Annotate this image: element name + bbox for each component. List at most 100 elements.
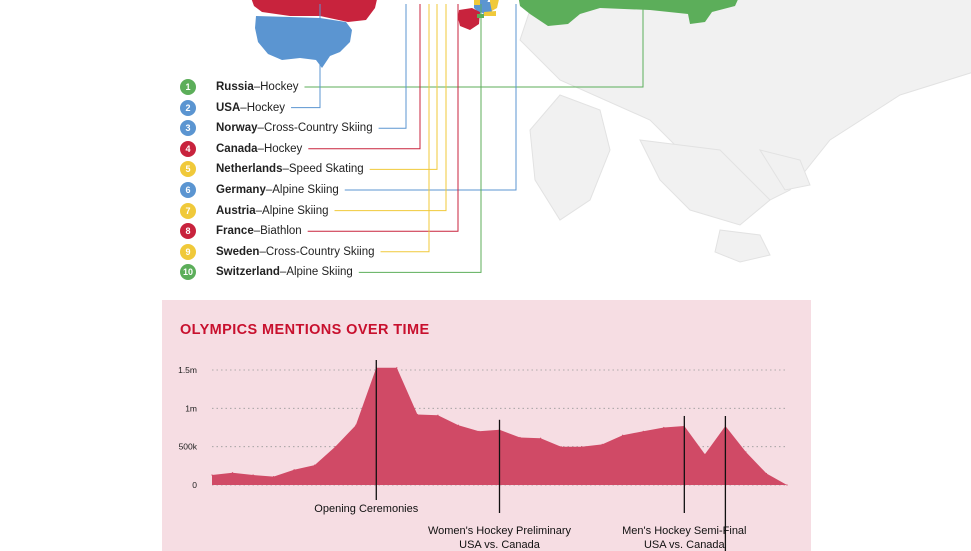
world-map: 1 Russia – Hockey 2 USA – Hockey 3 Norway – C… — [180, 0, 971, 281]
legend-country: France — [216, 225, 254, 238]
land-outline-1 — [639, 139, 771, 226]
data-point — [704, 453, 706, 455]
data-point — [478, 430, 480, 432]
legend-sport: Alpine Skiing — [286, 266, 353, 279]
data-point — [745, 451, 747, 453]
legend-separator: – — [282, 163, 289, 176]
legend-sport: Speed Skating — [288, 163, 364, 176]
usa-shape — [255, 16, 352, 68]
land-outline-2 — [758, 149, 811, 191]
annotation-label: USA vs. Canada — [644, 539, 726, 551]
legend-country: Austria — [216, 204, 256, 217]
legend-separator: – — [259, 245, 266, 258]
russia-shape — [518, 0, 738, 26]
data-point — [334, 446, 336, 448]
data-point — [293, 469, 295, 471]
legend-number-badge: 8 — [180, 223, 196, 240]
data-point — [355, 424, 357, 426]
legend-number-badge: 1 — [180, 79, 196, 95]
data-point — [622, 434, 624, 436]
legend-separator: – — [265, 184, 273, 196]
legend-number-badge: 6 — [180, 182, 196, 198]
france-shape — [458, 8, 480, 30]
legend-number-badge: 7 — [180, 202, 196, 219]
legend-connector — [344, 4, 517, 191]
legend-separator: – — [240, 101, 247, 114]
legend-connector — [291, 4, 321, 109]
annotation-label: Opening Ceremonies — [314, 503, 418, 515]
data-point — [273, 476, 275, 478]
legend-country: Netherlands — [216, 163, 283, 176]
y-tick-label: 500k — [179, 442, 198, 452]
legend-country: Germany — [216, 184, 266, 196]
legend-sport: Hockey — [263, 142, 303, 155]
area-chart: 0 500k 1m 1.5m Opening Ceremonies Women's Hoc… — [178, 360, 788, 551]
map-graphic — [251, 0, 971, 273]
mentions-area — [212, 367, 787, 485]
legend-number-badge: 3 — [180, 120, 196, 137]
legend-item: 5 Netherlands – Speed Skating — [180, 160, 364, 178]
legend-separator: – — [257, 122, 264, 135]
legend-item: 2 USA – Hockey — [180, 99, 285, 117]
data-point — [663, 426, 665, 429]
legend-country: Sweden — [216, 245, 260, 258]
sweden-shape — [490, 0, 499, 12]
legend-item: 1 Russia – Hockey — [180, 78, 298, 96]
legend-separator: – — [253, 81, 261, 93]
land-outline-0 — [519, 0, 971, 206]
legend-connector — [380, 4, 430, 253]
data-point — [765, 472, 768, 475]
data-point — [601, 443, 603, 445]
legend-connector — [358, 4, 482, 273]
legend-item: 4 Canada – Hockey — [180, 140, 302, 158]
legend-separator: – — [253, 225, 261, 238]
netherlands-shape — [474, 0, 480, 5]
y-tick-label: 0 — [192, 480, 197, 490]
legend-item: 9 Sweden – Cross-Country Skiing — [180, 243, 375, 261]
legend-country: USA — [216, 101, 241, 114]
legend-number-badge: 9 — [180, 243, 196, 260]
legend-item: 7 Austria – Alpine Skiing — [180, 202, 329, 220]
legend-sport: Biathlon — [260, 225, 302, 238]
legend-number-badge: 10 — [180, 264, 196, 281]
legend-separator: – — [279, 266, 287, 279]
data-point — [231, 472, 234, 474]
data-point — [519, 436, 521, 439]
legend-sport: Alpine Skiing — [272, 184, 339, 196]
data-point — [540, 437, 542, 439]
legend-item: 3 Norway – Cross-Country Skiing — [180, 119, 373, 137]
legend-sport: Hockey — [246, 101, 286, 114]
chart-panel: OLYMPICS MENTIONS OVER TIME 0 500k 1m 1.5m O… — [162, 300, 811, 551]
data-point — [314, 464, 316, 466]
annotation-label: USA vs. Canada — [459, 539, 541, 551]
legend-country: Canada — [216, 142, 258, 155]
legend-item: 8 France – Biathlon — [180, 222, 302, 240]
data-point — [560, 446, 562, 448]
annotation-label: Men's Hockey Semi-Final — [622, 525, 746, 537]
data-point — [252, 474, 254, 476]
y-tick-label: 1m — [185, 403, 197, 413]
annotation-label: Women's Hockey Preliminary — [428, 525, 572, 537]
data-point — [581, 446, 583, 448]
legend-number-badge: 2 — [180, 99, 196, 116]
data-point — [437, 414, 439, 416]
y-tick-label: 1.5m — [178, 365, 197, 375]
legend-connector — [307, 4, 459, 232]
legend-connector — [369, 4, 438, 170]
legend-sport: Alpine Skiing — [262, 204, 329, 217]
legend-connector — [334, 4, 447, 212]
legend-number-badge: 4 — [180, 140, 196, 157]
legend-sport: Hockey — [260, 81, 299, 93]
land-outline-4 — [714, 229, 771, 263]
austria-shape — [484, 11, 496, 16]
legend-separator: – — [255, 204, 263, 217]
legend-country: Norway — [216, 122, 258, 135]
legend-item: 6 Germany – Alpine Skiing — [180, 181, 339, 199]
data-point — [211, 474, 213, 476]
legend-country: Switzerland — [216, 266, 280, 279]
legend-item: 10 Switzerland – Alpine Skiing — [180, 263, 353, 281]
legend-connector — [378, 4, 407, 129]
legend-connector — [308, 4, 421, 150]
data-point — [416, 413, 418, 416]
legend-sport: Cross-Country Skiing — [265, 245, 375, 258]
